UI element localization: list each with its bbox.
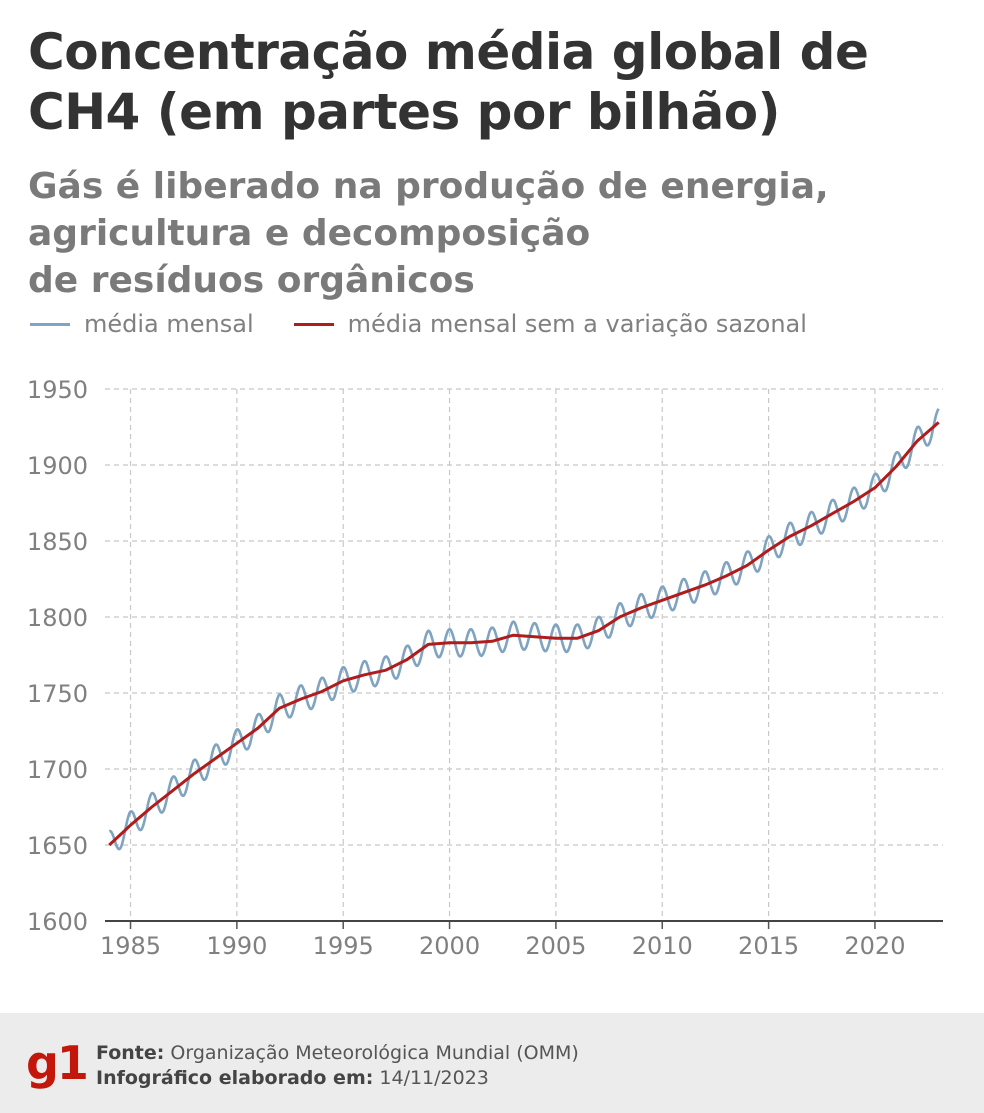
y-tick-label: 1700 bbox=[27, 756, 88, 784]
source-label: Fonte: bbox=[96, 1042, 165, 1064]
y-tick-label: 1950 bbox=[27, 376, 88, 404]
footer: g1 Fonte: Organização Meteorológica Mund… bbox=[0, 1013, 984, 1113]
legend-item-deseasonalized: média mensal sem a variação sazonal bbox=[293, 310, 807, 338]
x-tick-label: 2015 bbox=[738, 932, 799, 960]
date-label: Infográfico elaborado em: bbox=[96, 1067, 374, 1089]
x-tick-label: 2000 bbox=[419, 932, 480, 960]
x-tick-label: 1995 bbox=[313, 932, 374, 960]
y-tick-label: 1800 bbox=[27, 604, 88, 632]
x-tick-label: 2005 bbox=[525, 932, 586, 960]
series-lines bbox=[108, 408, 940, 851]
chart-subtitle: Gás é liberado na produção de energia, a… bbox=[28, 166, 829, 301]
grid-lines bbox=[105, 388, 943, 921]
series-line-deseasonalized bbox=[108, 421, 940, 847]
source-block: Fonte: Organização Meteorológica Mundial… bbox=[96, 1041, 579, 1091]
y-tick-label: 1900 bbox=[27, 452, 88, 480]
x-tick-label: 2010 bbox=[632, 932, 693, 960]
legend-label-monthly: média mensal bbox=[84, 310, 254, 338]
series-line-monthly bbox=[108, 408, 940, 851]
y-tick-label: 1750 bbox=[27, 680, 88, 708]
x-tick-label: 1990 bbox=[206, 932, 267, 960]
date-line: Infográfico elaborado em: 14/11/2023 bbox=[96, 1066, 579, 1091]
x-tick-label: 1985 bbox=[100, 932, 161, 960]
legend-swatch-deseasonalized bbox=[293, 322, 334, 326]
y-tick-label: 1850 bbox=[27, 528, 88, 556]
x-tick-label: 2020 bbox=[844, 932, 905, 960]
legend-item-monthly: média mensal bbox=[30, 310, 254, 338]
y-tick-label: 1650 bbox=[27, 832, 88, 860]
date-value: 14/11/2023 bbox=[379, 1067, 489, 1089]
legend-label-deseasonalized: média mensal sem a variação sazonal bbox=[347, 310, 807, 338]
g1-logo: g1 bbox=[26, 1036, 89, 1090]
y-tick-label: 1600 bbox=[27, 908, 88, 936]
legend: média mensal média mensal sem a variação… bbox=[30, 310, 847, 338]
chart-title: Concentração média global de CH4 (em par… bbox=[28, 23, 869, 141]
axes: 1600 1650 1700 1750 1800 1850 1900 1950 1985 1990… bbox=[27, 376, 943, 960]
legend-swatch-monthly bbox=[30, 322, 70, 326]
source-line: Fonte: Organização Meteorológica Mundial… bbox=[96, 1041, 579, 1066]
source-value: Organização Meteorológica Mundial (OMM) bbox=[170, 1042, 579, 1064]
line-chart: 1600 1650 1700 1750 1800 1850 1900 1950 1985 1990… bbox=[27, 376, 943, 960]
